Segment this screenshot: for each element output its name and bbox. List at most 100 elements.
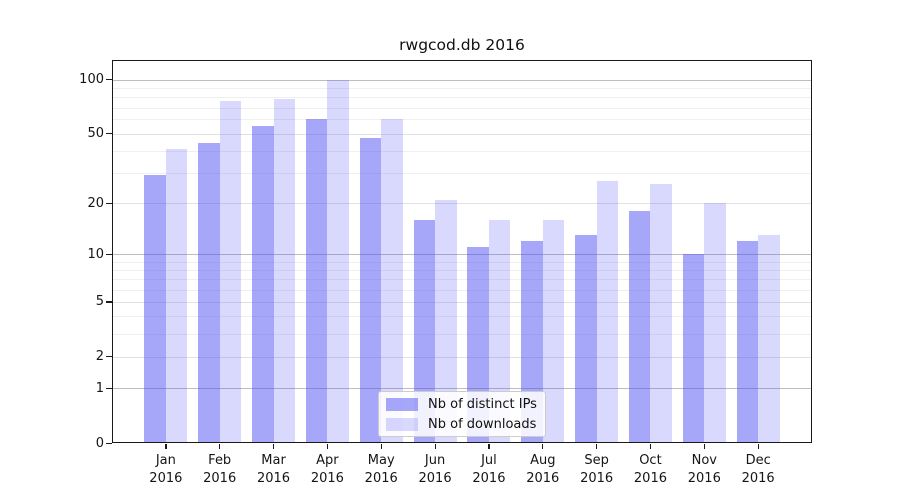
y-tick-mark-50 (106, 133, 112, 135)
legend-label-distinct-ips: Nb of distinct IPs (428, 396, 537, 412)
y-tick-mark-0 (106, 442, 112, 444)
y-tick-mark-1 (106, 387, 112, 390)
x-tick-label-may: May 2016 (341, 452, 421, 487)
legend-swatch-distinct-ips (386, 397, 418, 411)
x-tick-label-mar: Mar 2016 (234, 452, 314, 487)
gridline-minor-70 (112, 107, 812, 109)
x-tick-month: Sep (584, 453, 609, 468)
x-tick-month: Nov (691, 453, 717, 468)
x-tick-month: Mar (261, 453, 286, 468)
gridline-5 (112, 301, 812, 303)
x-tick-month: Jan (155, 453, 176, 468)
x-tick-mark-apr (326, 444, 329, 449)
bar-downloads-aug (542, 220, 565, 443)
gridline-minor-80 (112, 97, 812, 99)
x-tick-label-nov: Nov 2016 (664, 452, 744, 487)
gridline-minor-3 (112, 333, 812, 335)
gridline-10 (112, 254, 812, 256)
bar-distinct-ips-dec (736, 241, 759, 443)
x-tick-year: 2016 (310, 470, 344, 486)
x-tick-mark-jul (488, 444, 490, 449)
gridline-minor-4 (112, 316, 812, 318)
gridline-minor-40 (112, 150, 812, 152)
x-tick-month: Oct (639, 453, 662, 468)
bar-downloads-mar (273, 99, 296, 443)
bar-distinct-ips-nov (682, 254, 705, 443)
gridline-minor-6 (112, 289, 812, 291)
x-tick-label-jul: Jul 2016 (449, 452, 529, 487)
y-tick-label-10: 10 (87, 246, 104, 262)
y-tick-mark-100 (106, 79, 112, 81)
gridline-20 (112, 203, 812, 205)
x-tick-year: 2016 (149, 470, 183, 486)
x-tick-year: 2016 (418, 470, 452, 486)
x-tick-year: 2016 (472, 470, 506, 486)
gridline-50 (112, 133, 812, 135)
x-tick-label-apr: Apr 2016 (287, 452, 367, 487)
bar-distinct-ips-apr (305, 119, 328, 443)
bar-downloads-apr (327, 79, 349, 443)
x-tick-label-sep: Sep 2016 (557, 452, 637, 487)
y-tick-mark-20 (106, 202, 112, 205)
x-tick-mark-jan (165, 444, 167, 449)
gridline-minor-30 (112, 172, 812, 174)
x-tick-year: 2016 (741, 470, 775, 486)
y-tick-label-20: 20 (87, 195, 104, 211)
bar-distinct-ips-oct (628, 211, 651, 443)
bar-downloads-feb (219, 101, 242, 443)
x-tick-year: 2016 (633, 470, 667, 486)
gridline-minor-9 (112, 261, 812, 263)
y-tick-label-100: 100 (79, 72, 104, 88)
x-tick-year: 2016 (364, 470, 398, 486)
x-tick-month: Feb (208, 453, 232, 468)
bar-downloads-jul (488, 220, 511, 443)
y-tick-mark-2 (106, 356, 112, 358)
x-tick-label-dec: Dec 2016 (718, 452, 798, 487)
bar-distinct-ips-jun (413, 220, 436, 443)
bar-downloads-oct (650, 183, 672, 443)
x-tick-year: 2016 (687, 470, 721, 486)
gridline-100 (112, 79, 812, 81)
bar-distinct-ips-may (359, 138, 382, 443)
x-tick-mark-aug (542, 444, 544, 449)
x-tick-label-feb: Feb 2016 (180, 452, 260, 487)
bar-downloads-dec (758, 235, 780, 443)
x-tick-month: Apr (316, 453, 339, 468)
x-tick-label-jun: Jun 2016 (395, 452, 475, 487)
y-tick-label-5: 5 (95, 294, 104, 310)
y-tick-mark-5 (106, 301, 112, 303)
x-tick-mark-oct (649, 444, 652, 449)
x-tick-year: 2016 (580, 470, 614, 486)
x-tick-year: 2016 (256, 470, 291, 486)
legend-label-downloads: Nb of downloads (428, 416, 537, 432)
x-tick-mark-feb (219, 444, 221, 449)
x-tick-mark-jun (434, 444, 436, 449)
gridline-2 (112, 356, 812, 358)
x-tick-label-jan: Jan 2016 (126, 452, 206, 487)
x-tick-mark-sep (596, 444, 598, 449)
y-tick-label-1: 1 (95, 380, 104, 396)
x-tick-label-aug: Aug 2016 (503, 452, 583, 487)
x-tick-mark-nov (703, 444, 705, 449)
y-tick-label-50: 50 (87, 126, 104, 142)
chart-title: rwgcod.db 2016 (399, 36, 525, 54)
x-tick-month: Aug (530, 453, 556, 468)
gridline-minor-90 (112, 87, 812, 89)
x-tick-year: 2016 (203, 470, 237, 486)
bar-distinct-ips-mar (252, 126, 274, 443)
bar-distinct-ips-feb (198, 143, 220, 443)
gridline-minor-7 (112, 279, 812, 281)
x-tick-month: Jun (424, 453, 446, 468)
x-tick-month: Dec (745, 453, 771, 468)
x-tick-mark-mar (273, 444, 275, 449)
legend-item-downloads: Nb of downloads (386, 417, 538, 432)
gridline-1 (112, 388, 812, 390)
legend-item-distinct-ips: Nb of distinct IPs (386, 397, 538, 412)
plot-area (112, 60, 812, 443)
x-tick-mark-dec (757, 444, 759, 449)
x-tick-month: May (367, 453, 395, 468)
gridline-minor-60 (112, 119, 812, 121)
x-tick-label-oct: Oct 2016 (610, 452, 690, 487)
x-tick-year: 2016 (526, 470, 560, 486)
